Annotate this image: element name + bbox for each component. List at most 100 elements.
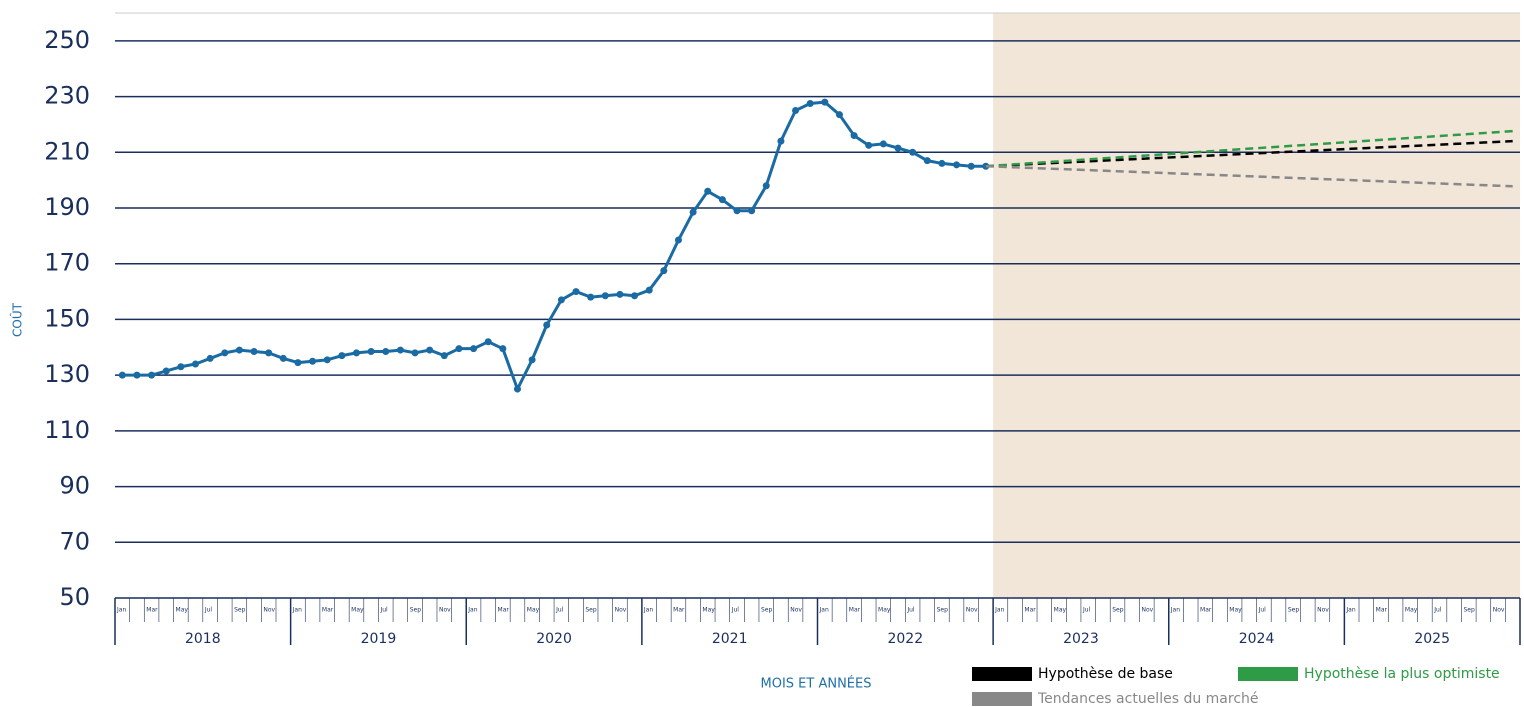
y-tick-label: 250 [44,26,90,54]
month-label: Nov [1493,607,1505,614]
data-point [748,207,756,215]
data-point [909,148,917,156]
month-label: Nov [966,607,978,614]
forecast-line [985,164,1513,188]
data-point [426,346,434,354]
forecast-line [985,139,1513,168]
month-label: Mar [498,607,510,614]
legend-label: Hypothèse la plus optimiste [1304,666,1500,682]
data-point [177,363,185,371]
data-point [879,140,887,148]
data-point [440,352,448,360]
data-point [967,162,975,170]
month-label: May [878,607,891,614]
month-label: Nov [1141,607,1153,614]
data-point [645,286,653,294]
legend-label: Hypothèse de base [1038,666,1173,682]
month-label: Jul [1082,607,1091,614]
month-label: Jul [555,607,564,614]
data-point [704,187,712,195]
month-label: Sep [1463,607,1475,614]
data-point [718,196,726,204]
legend-swatch [972,692,1032,706]
data-point [587,293,595,301]
data-point [118,371,126,379]
year-label: 2023 [1063,631,1099,647]
data-point [660,267,668,275]
month-label: Mar [1200,607,1212,614]
y-tick-label: 210 [44,137,90,165]
data-point [133,371,141,379]
month-label: Sep [761,607,773,614]
month-label: Mar [849,607,861,614]
month-label: Sep [1112,607,1124,614]
month-label: Jan [116,607,126,614]
data-point [411,349,419,357]
data-point [733,207,741,215]
month-label: Mar [673,607,685,614]
month-label: Mar [146,607,158,614]
month-label: Sep [410,607,422,614]
month-label: May [176,607,189,614]
data-point [148,371,156,379]
y-tick-label: 110 [44,416,90,444]
data-point [250,347,258,355]
month-label: Sep [585,607,597,614]
data-point [235,346,243,354]
month-label: Mar [1024,607,1036,614]
year-label: 2025 [1414,631,1450,647]
month-label: Jul [1433,607,1442,614]
data-point [616,290,624,298]
month-label: May [1405,607,1418,614]
data-point [279,354,287,362]
month-label: Jan [292,607,302,614]
y-tick-label: 50 [59,583,90,611]
month-label: Nov [615,607,627,614]
year-label: 2024 [1239,631,1275,647]
data-point [572,288,580,296]
data-point [382,347,390,355]
data-point [367,347,375,355]
data-point [777,137,785,145]
month-label: Jan [467,607,477,614]
month-label: Jul [906,607,915,614]
data-line [122,100,986,391]
y-tick-label: 170 [44,249,90,277]
month-label: Nov [790,607,802,614]
month-label: Nov [439,607,451,614]
month-label: May [1054,607,1067,614]
data-point [455,345,463,353]
data-point [513,385,521,393]
data-point [894,144,902,152]
data-point [396,346,404,354]
y-tick-label: 190 [44,193,90,221]
data-point [309,357,317,365]
data-point [631,292,639,300]
forecast-region [993,13,1520,598]
month-label: Nov [263,607,275,614]
data-point [470,345,478,353]
data-point [543,321,551,329]
data-point [938,159,946,167]
data-point [850,132,858,140]
year-label: 2021 [712,631,748,647]
data-point [528,356,536,364]
month-label: Jan [819,607,829,614]
y-tick-label: 230 [44,82,90,110]
data-point [835,111,843,119]
x-axis-label: MOIS ET ANNÉES [761,676,872,692]
year-label: 2022 [887,631,923,647]
y-tick-label: 90 [59,472,90,500]
data-point [821,98,829,106]
data-point [953,161,961,169]
data-point [265,349,273,357]
data-point [806,100,814,108]
month-label: May [702,607,715,614]
month-label: Jan [1345,607,1355,614]
month-label: Jul [204,607,213,614]
month-label: Sep [937,607,949,614]
year-label: 2019 [361,631,397,647]
data-point [221,349,229,357]
month-label: Nov [1317,607,1329,614]
